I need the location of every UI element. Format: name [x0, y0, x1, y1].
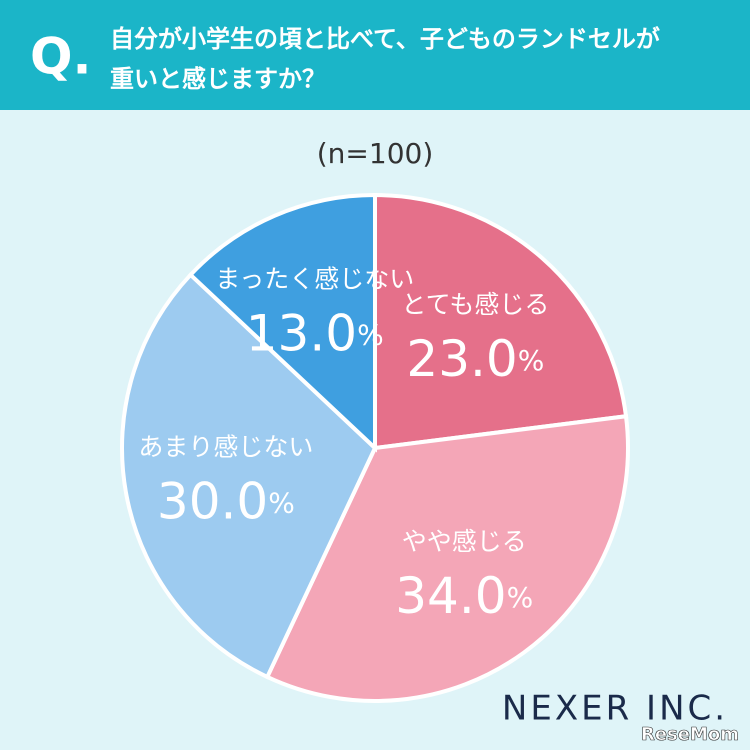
question: 自分が小学生の頃と比べて、子どものランドセルが: [110, 25, 660, 53]
slice-value-label: 13.0%: [246, 304, 384, 362]
slice-category: あまり感じない: [138, 432, 313, 461]
pie-slice: [120, 271, 378, 680]
logo: NEXER INC.: [502, 689, 728, 729]
watermark: ReseMom: [641, 724, 739, 745]
slice-value-label: 23.0%: [406, 330, 544, 388]
header-band: [0, 0, 750, 110]
subtitle: (n=100): [317, 137, 434, 170]
question: 重いと感じますか？: [110, 65, 326, 93]
slice-category: やや感じる: [402, 527, 527, 556]
slice-value-label: 30.0%: [157, 472, 295, 530]
pie-slice: [373, 192, 629, 451]
slice-category: まったく感じない: [215, 265, 414, 294]
q-mark: Q.: [30, 28, 92, 86]
pie-slice: [187, 192, 377, 453]
slice-category: とても感じる: [401, 290, 549, 319]
slice-value-label: 34.0%: [395, 566, 533, 624]
